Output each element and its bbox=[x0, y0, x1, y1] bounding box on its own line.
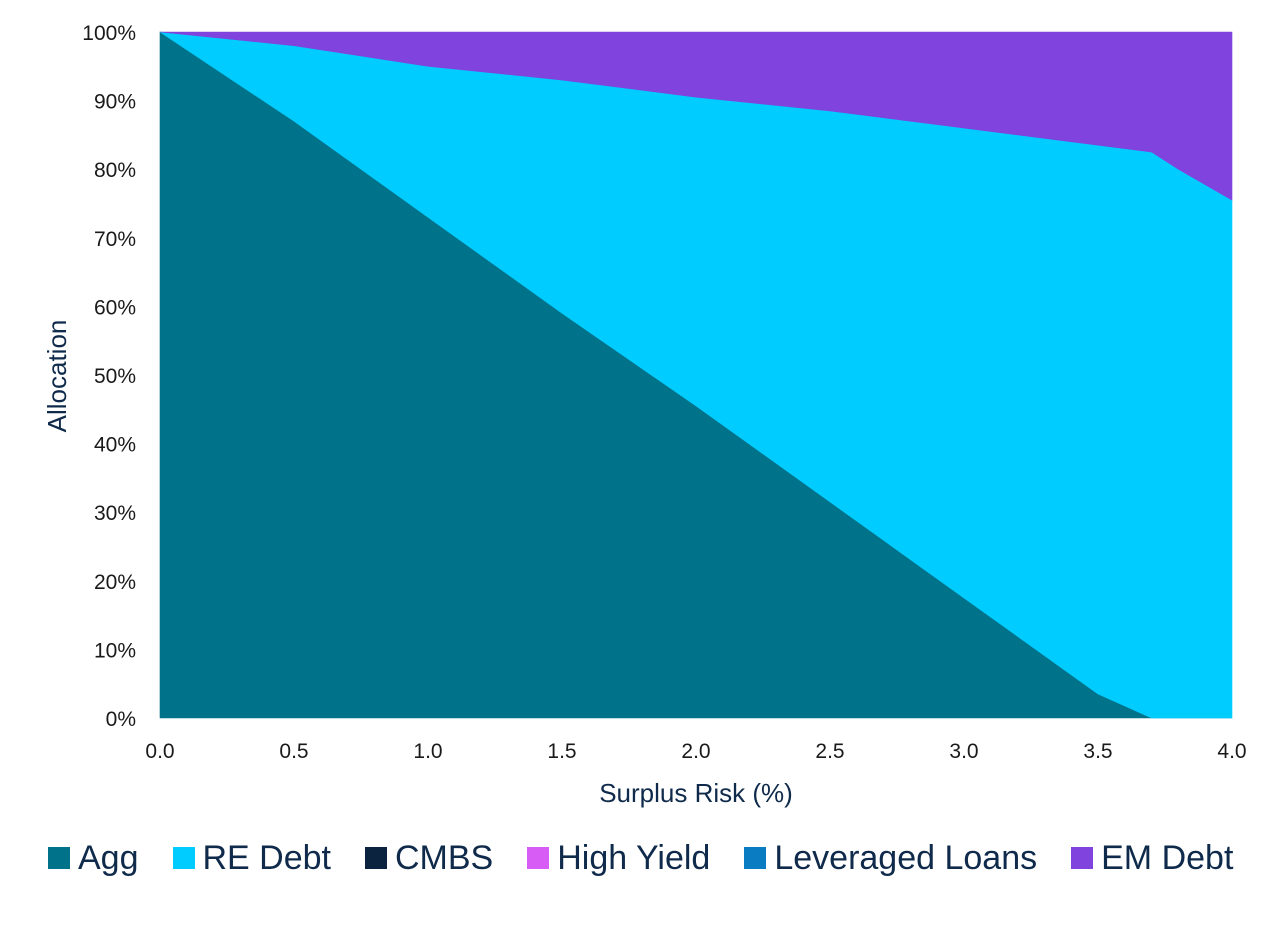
y-tick-label: 50% bbox=[94, 365, 136, 388]
y-tick-label: 20% bbox=[94, 571, 136, 594]
x-tick-label: 4.0 bbox=[1217, 740, 1246, 763]
area-em-debt bbox=[159, 31, 1233, 201]
legend-swatch bbox=[1071, 847, 1094, 869]
x-axis-title: Surplus Risk (%) bbox=[599, 778, 793, 808]
legend-label: CMBS bbox=[395, 839, 494, 877]
legend-item: Leveraged Loans bbox=[744, 838, 1037, 878]
y-tick-label: 10% bbox=[94, 639, 136, 662]
legend-item: EM Debt bbox=[1071, 838, 1233, 878]
x-tick-label: 0.0 bbox=[145, 740, 174, 763]
y-tick-label: 40% bbox=[94, 434, 136, 457]
stacked-area-chart: 0% 10% 20% 30% 40% 50% 60% 70% 80% 90% 100% 0.0 0.5… bbox=[42, 22, 1247, 808]
legend-item: CMBS bbox=[365, 838, 493, 878]
legend-swatch bbox=[365, 847, 387, 869]
x-tick-label: 1.5 bbox=[547, 740, 576, 763]
legend-label: RE Debt bbox=[202, 839, 332, 877]
x-tick-label: 2.0 bbox=[681, 740, 710, 763]
x-tick-label: 3.0 bbox=[949, 740, 978, 763]
y-tick-label: 90% bbox=[94, 91, 136, 114]
legend-label: Agg bbox=[78, 839, 139, 877]
x-tick-label: 2.5 bbox=[815, 740, 844, 763]
legend-swatch bbox=[527, 847, 550, 869]
legend-item: RE Debt bbox=[172, 838, 332, 878]
legend-swatch bbox=[48, 847, 70, 869]
x-tick-label: 1.0 bbox=[413, 740, 442, 763]
y-axis: 0% 10% 20% 30% 40% 50% 60% 70% 80% 90% 100% bbox=[82, 22, 136, 731]
legend-swatch bbox=[744, 847, 767, 869]
legend-swatch bbox=[172, 847, 195, 869]
y-tick-label: 100% bbox=[82, 22, 136, 45]
legend-label: High Yield bbox=[557, 839, 711, 877]
y-tick-label: 70% bbox=[94, 228, 136, 251]
x-axis: 0.0 0.5 1.0 1.5 2.0 2.5 3.0 3.5 4.0 bbox=[145, 740, 1246, 763]
y-tick-label: 60% bbox=[94, 296, 136, 319]
x-tick-label: 0.5 bbox=[279, 740, 308, 763]
y-axis-title: Allocation bbox=[42, 320, 72, 433]
legend-label: Leveraged Loans bbox=[774, 839, 1038, 877]
legend: Agg RE Debt CMBS High Yield Leveraged Loans E… bbox=[48, 836, 1248, 880]
x-tick-label: 3.5 bbox=[1083, 740, 1112, 763]
y-tick-label: 0% bbox=[106, 708, 136, 731]
y-tick-label: 30% bbox=[94, 502, 136, 525]
y-tick-label: 80% bbox=[94, 159, 136, 182]
legend-label: EM Debt bbox=[1101, 839, 1234, 877]
legend-item: High Yield bbox=[527, 838, 710, 878]
area-layer bbox=[159, 31, 1233, 719]
legend-item: Agg bbox=[48, 838, 139, 878]
